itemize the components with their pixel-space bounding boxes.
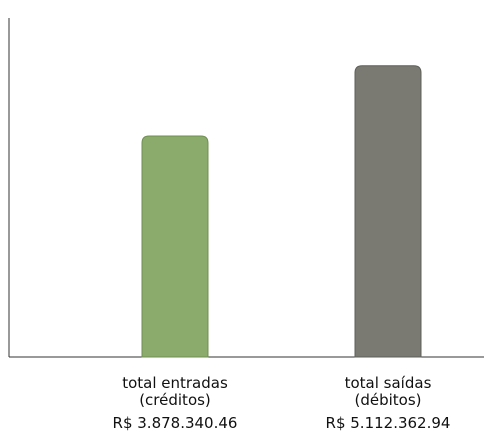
value-label-saidas: R$ 5.112.362.94 (325, 414, 451, 432)
category-label-entradas: total entradas (créditos) (85, 375, 265, 409)
value-label-entradas: R$ 3.878.340.46 (112, 414, 238, 432)
bar-entradas (141, 135, 209, 358)
category-label-saidas: total saídas (débitos) (298, 375, 478, 409)
category-label-line1: total saídas (344, 374, 432, 392)
category-label-line2: (créditos) (139, 391, 211, 409)
category-label-line2: (débitos) (354, 391, 422, 409)
category-label-line1: total entradas (122, 374, 228, 392)
bar-saidas (354, 65, 422, 358)
